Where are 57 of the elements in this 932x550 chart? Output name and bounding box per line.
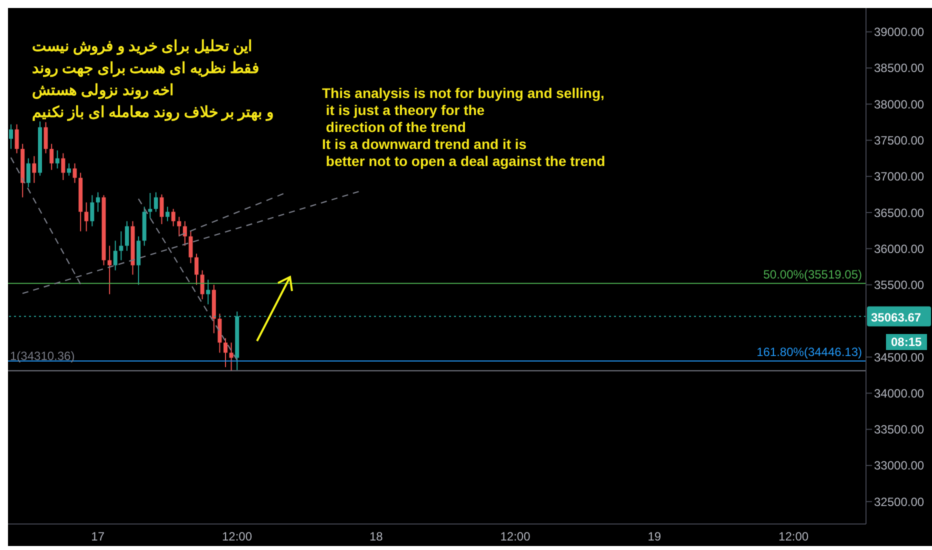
candlestick [32, 156, 36, 184]
candlestick [50, 143, 54, 170]
candlestick [194, 253, 199, 286]
y-tick-label: 36000.00 [874, 242, 924, 256]
candlestick [171, 208, 176, 227]
candlestick [44, 122, 48, 154]
candlestick [148, 192, 152, 219]
ref-line-label: 161.80%(34446.13) [756, 344, 862, 359]
candlestick [90, 194, 94, 227]
candlestick [206, 279, 210, 305]
candlestick [72, 162, 77, 184]
x-tick-label: 12:00 [500, 530, 531, 544]
y-tick-label: 38500.00 [874, 61, 924, 76]
candlestick [177, 216, 182, 237]
candlestick [9, 124, 13, 150]
ref-line-label: 35063.67 [871, 310, 922, 324]
candlestick [229, 342, 234, 372]
y-tick-label: 39000.00 [874, 25, 924, 40]
candlestick [55, 150, 60, 169]
candlestick [113, 240, 118, 271]
candlestick [188, 230, 193, 264]
y-tick-label: 34500.00 [874, 350, 924, 364]
y-tick-label: 38000.00 [874, 97, 924, 112]
ref-line-label: 50.00%(35519.05) [763, 267, 862, 282]
candlestick [108, 245, 112, 295]
text: 08:15 [886, 334, 927, 350]
candlestick [61, 152, 66, 180]
x-tick-label: 19 [648, 530, 662, 544]
y-tick-label: 34000.00 [874, 386, 924, 400]
candlestick [26, 158, 30, 188]
candlestick [96, 192, 100, 212]
annotation: This analysis is not for buying and selling, it is just a theory for the direction of the trend It is a downward trend and it is better not to open a deal against the trend [322, 85, 606, 170]
x-tick-label: 17 [91, 530, 105, 544]
x-tick-label: 12:00 [778, 530, 809, 544]
candlestick [119, 230, 124, 261]
x-tick-label: 12:00 [222, 530, 252, 544]
ref-line-label: 1(34310.36) [10, 348, 75, 363]
candlestick [14, 124, 19, 154]
candlestick [182, 220, 187, 246]
candlestick [66, 162, 71, 176]
candlestick [160, 194, 164, 225]
candlestick [218, 313, 222, 354]
candlestick [124, 220, 129, 252]
candlestick [224, 338, 228, 368]
candlestick [84, 202, 88, 232]
y-tick-label: 36500.00 [874, 206, 924, 220]
y-tick-label: 32500.00 [874, 494, 924, 509]
y-tick-label: 37000.00 [874, 170, 924, 184]
x-tick-label: 18 [369, 530, 384, 544]
y-tick-label: 35500.00 [874, 278, 924, 292]
candlestick [166, 206, 170, 222]
annotation: این تحلیل برای خرید و فروش نیست فقط نظریه ای هست برای جهت روند اخه روند نزولی هستش و بهتر بر خلاف روند معامله ای باز نکنیم [32, 37, 274, 123]
y-tick-label: 33000.00 [874, 458, 924, 473]
y-tick-label: 37500.00 [874, 134, 924, 148]
candlestick [154, 192, 158, 212]
candlestick [200, 270, 204, 300]
y-tick-label: 33500.00 [874, 422, 924, 437]
